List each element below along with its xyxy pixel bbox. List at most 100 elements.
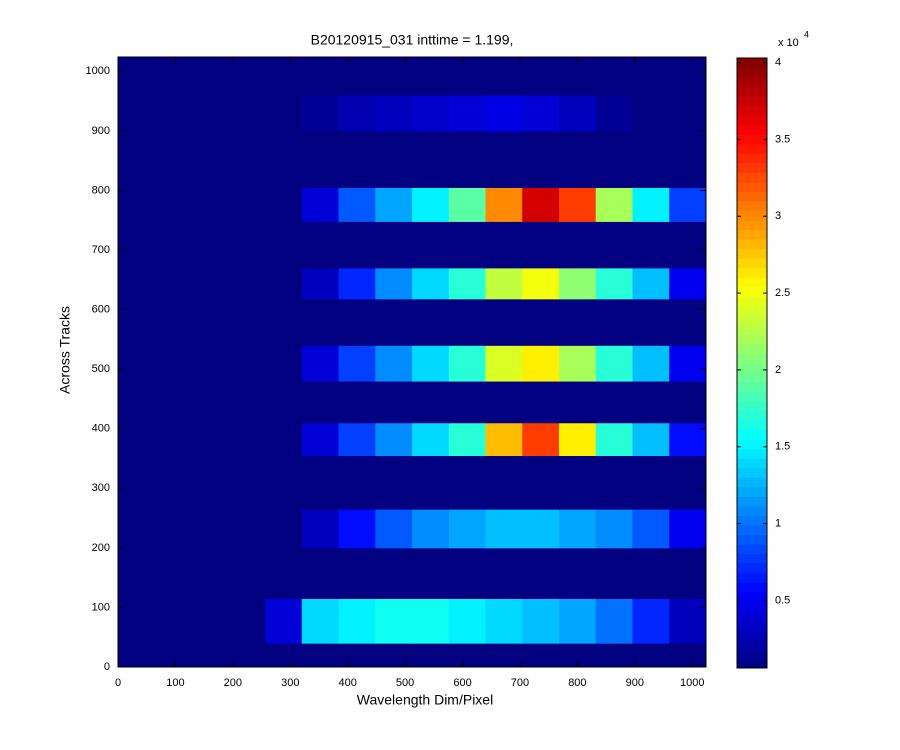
heatmap-cell	[191, 95, 229, 132]
heatmap-cell	[559, 267, 597, 300]
colorbar-swatch	[737, 324, 767, 335]
heatmap-cell	[669, 547, 707, 599]
heatmap-cell	[301, 547, 339, 599]
colorbar-swatch	[737, 343, 767, 354]
heatmap-cell	[559, 130, 597, 188]
x-tick-label: 300	[281, 677, 299, 689]
heatmap-cell	[228, 381, 266, 424]
heatmap-cell	[412, 267, 450, 300]
heatmap-cell	[412, 345, 450, 382]
heatmap-cell	[595, 381, 633, 424]
heatmap-cell	[301, 187, 339, 222]
heatmap-cell	[559, 57, 597, 96]
heatmap-cell	[154, 95, 192, 132]
heatmap-cell	[669, 187, 707, 222]
colorbar-swatch	[737, 77, 767, 88]
heatmap-cell	[154, 57, 192, 96]
heatmap-cell	[559, 187, 597, 222]
heatmap-cell	[191, 455, 229, 510]
heatmap-cell	[118, 187, 156, 222]
colorbar-swatch	[737, 153, 767, 164]
heatmap-cell	[228, 130, 266, 188]
x-tick-label: 200	[224, 677, 242, 689]
heatmap-cell	[375, 130, 413, 188]
heatmap-cell	[485, 221, 523, 269]
colorbar-swatch	[737, 267, 767, 278]
heatmap-cell	[154, 547, 192, 599]
heatmap-cell	[265, 95, 303, 132]
heatmap-cell	[118, 130, 156, 188]
heatmap-cell	[301, 598, 339, 644]
colorbar-swatch	[737, 515, 767, 526]
heatmap-cell	[522, 187, 560, 222]
heatmap-cell	[632, 95, 670, 132]
heatmap-cell	[522, 57, 560, 96]
heatmap-cell	[154, 267, 192, 300]
colorbar-swatch	[737, 258, 767, 269]
heatmap-cell	[595, 298, 633, 346]
heatmap-cell	[191, 130, 229, 188]
heatmap-cell	[669, 130, 707, 188]
heatmap-cell	[338, 598, 376, 644]
heatmap-cell	[265, 267, 303, 300]
heatmap-cell	[118, 455, 156, 510]
heatmap-cell	[338, 422, 376, 457]
y-tick-label: 400	[92, 423, 110, 435]
heatmap-cell	[375, 598, 413, 644]
plot-frame	[117, 56, 707, 668]
heatmap-cell	[375, 643, 413, 668]
heatmap-cell	[448, 345, 486, 382]
y-tick-label: 600	[92, 303, 110, 315]
heatmap-cell	[669, 455, 707, 510]
y-tick-label: 100	[92, 601, 110, 613]
heatmap-cell	[228, 298, 266, 346]
heatmap-cell	[485, 57, 523, 96]
heatmap-cell	[595, 509, 633, 549]
y-tick-label: 900	[92, 125, 110, 137]
chart-title: B20120915_031 inttime = 1.199,	[311, 32, 514, 48]
heatmap-cell	[522, 547, 560, 599]
colorbar-swatch	[737, 363, 767, 374]
heatmap-cell	[485, 130, 523, 188]
heatmap-cell	[522, 298, 560, 346]
heatmap-cell	[522, 643, 560, 668]
colorbar-frame	[736, 57, 768, 669]
colorbar-swatch	[737, 181, 767, 192]
y-tick-label: 700	[92, 244, 110, 256]
heatmap-cell	[412, 221, 450, 269]
colorbar-swatch	[737, 639, 767, 650]
heatmap-cell	[448, 57, 486, 96]
colorbar-swatch	[737, 143, 767, 154]
colorbar-swatch	[737, 467, 767, 478]
colorbar-swatch	[737, 620, 767, 631]
heatmap-cell	[595, 422, 633, 457]
heatmap-cell	[375, 509, 413, 549]
heatmap-cell	[154, 509, 192, 549]
heatmap-cell	[265, 298, 303, 346]
colorbar-swatch	[737, 610, 767, 621]
colorbar-swatch	[737, 372, 767, 383]
y-axis-label: Across Tracks	[57, 306, 73, 394]
colorbar-tick-label: 1.5	[775, 441, 790, 453]
heatmap-cell	[338, 547, 376, 599]
heatmap-cell	[228, 455, 266, 510]
heatmap-cell	[191, 598, 229, 644]
colorbar-swatch	[737, 248, 767, 259]
colorbar-swatch	[737, 553, 767, 564]
x-tick-label: 700	[511, 677, 529, 689]
heatmap-cell	[265, 187, 303, 222]
heatmap-cell	[559, 221, 597, 269]
x-tick-label: 1000	[680, 677, 704, 689]
heatmap-cell	[448, 598, 486, 644]
x-tick-label: 500	[396, 677, 414, 689]
heatmap-cell	[154, 187, 192, 222]
heatmap-cell	[632, 455, 670, 510]
heatmap-cell	[154, 345, 192, 382]
heatmap-cell	[632, 298, 670, 346]
colorbar-swatch	[737, 124, 767, 135]
heatmap-cell	[669, 57, 707, 96]
heatmap-cell	[595, 187, 633, 222]
heatmap-cell	[669, 643, 707, 668]
heatmap-cell	[228, 643, 266, 668]
